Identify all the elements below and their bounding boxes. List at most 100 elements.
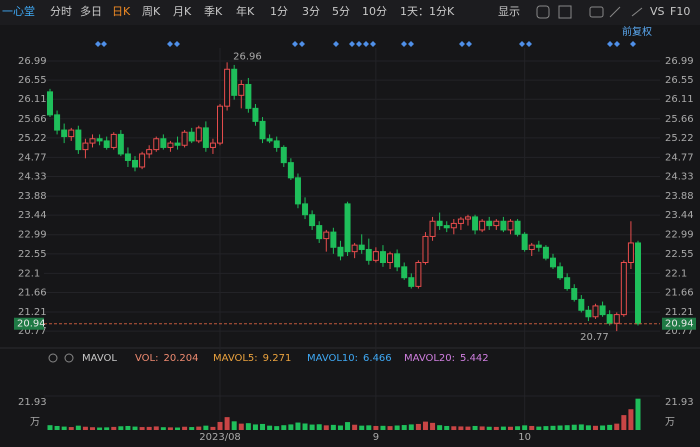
last-price-tag-right xyxy=(662,317,696,330)
zoom-icon[interactable] xyxy=(631,7,643,17)
volume-bar xyxy=(366,425,372,430)
candle-body xyxy=(302,203,309,216)
last-price-label-right: 20.94 xyxy=(665,319,694,330)
candle-body xyxy=(521,233,528,250)
legend-value: 5.442 xyxy=(460,353,489,364)
tabs: 分时 多日 日K 周K 月K 季K 年K 1分 3分 5分 10分 1天：1分K xyxy=(50,4,455,18)
tab[interactable]: 1分 xyxy=(270,5,288,18)
candle-body xyxy=(549,257,556,268)
legend-label: MAVOL5: xyxy=(213,353,258,364)
volume-bar xyxy=(267,425,273,430)
camera-icon[interactable] xyxy=(589,6,604,18)
candle-body xyxy=(224,68,231,107)
window-icon[interactable] xyxy=(558,5,572,19)
tab[interactable]: 5分 xyxy=(332,5,350,18)
candle-body xyxy=(599,305,606,316)
tab[interactable]: 周K xyxy=(142,5,161,18)
volume-bar xyxy=(571,424,577,430)
y-tick-label: 22.55 xyxy=(18,249,47,260)
candle-body xyxy=(273,140,280,148)
tab[interactable]: 3分 xyxy=(302,5,320,18)
volume-bar xyxy=(635,398,641,430)
y-tick-label-right: 21.21 xyxy=(665,307,694,318)
legend-value: 9.271 xyxy=(263,353,292,364)
event-markers xyxy=(95,41,636,47)
candle-body xyxy=(195,127,202,142)
settings-icon[interactable] xyxy=(536,5,550,19)
candle-body xyxy=(146,149,153,155)
volume-bar xyxy=(557,425,563,430)
volume-bar xyxy=(281,425,287,430)
draw-icon[interactable] xyxy=(609,6,621,18)
volume-bar xyxy=(189,427,195,430)
candle-body xyxy=(408,277,415,287)
candle-body xyxy=(464,216,471,220)
display-button[interactable]: 显示 xyxy=(498,5,520,18)
vs-button[interactable]: VS xyxy=(650,5,665,18)
candle-body xyxy=(429,220,436,237)
candle-body xyxy=(450,222,457,229)
volume-bar xyxy=(550,425,556,430)
tab[interactable]: 季K xyxy=(204,5,223,18)
stock-name[interactable]: 一心堂 xyxy=(2,5,35,18)
candle-body xyxy=(422,235,429,264)
legend-label: MAVOL20: xyxy=(404,353,455,364)
candle-body xyxy=(231,68,238,96)
indicator-settings[interactable] xyxy=(48,353,58,363)
candle-body xyxy=(493,220,500,227)
y-tick-label-right: 25.66 xyxy=(665,114,694,125)
candle-body xyxy=(117,133,124,155)
candle-body xyxy=(110,133,117,148)
candle-body xyxy=(372,251,379,261)
legend-value: 6.466 xyxy=(363,353,392,364)
candle-body xyxy=(167,142,174,148)
volume-bar xyxy=(380,425,386,430)
y-tick-label: 25.22 xyxy=(18,133,47,144)
volume-bar xyxy=(515,426,521,430)
f10-button[interactable]: F10 xyxy=(670,5,690,18)
tab[interactable]: 分时 xyxy=(50,5,72,18)
candle-body xyxy=(514,220,521,235)
volume-bar xyxy=(543,426,549,430)
y-tick-label-right: 22.55 xyxy=(665,249,694,260)
volume-bar xyxy=(196,426,202,430)
tab[interactable]: 日K xyxy=(112,5,131,18)
volume-bar xyxy=(479,426,485,430)
last-price-tag xyxy=(14,317,44,330)
tab[interactable]: 月K xyxy=(173,5,192,18)
volume-bar xyxy=(408,424,414,430)
volume-bar xyxy=(309,424,315,430)
candle-body xyxy=(436,220,443,227)
volume-bar xyxy=(68,427,74,430)
y-tick-label: 26.55 xyxy=(18,75,47,86)
tab[interactable]: 年K xyxy=(236,4,255,18)
volume-bar xyxy=(167,427,173,430)
candle-body xyxy=(585,309,592,318)
y-tick-label: 26.11 xyxy=(18,94,47,105)
x-tick-label: 9 xyxy=(373,432,379,443)
candle-body xyxy=(387,253,394,264)
candle-body xyxy=(280,146,287,164)
min-label: 20.77 xyxy=(580,332,609,343)
y-tick-label-right: 24.33 xyxy=(665,172,694,183)
candle-body xyxy=(174,142,181,146)
volume-bar xyxy=(302,423,308,430)
volume-bar xyxy=(507,426,513,430)
tab[interactable]: 多日 xyxy=(80,4,102,18)
indicator-help[interactable] xyxy=(64,353,74,363)
candle-body xyxy=(294,177,301,205)
candle-body xyxy=(252,107,259,122)
y-tick-label: 21.66 xyxy=(18,287,47,298)
candle-body xyxy=(571,288,578,300)
volume-bar xyxy=(260,423,266,430)
tab[interactable]: 1天：1分K xyxy=(400,5,455,18)
candle-body xyxy=(75,129,82,151)
tab[interactable]: 10分 xyxy=(362,5,387,18)
candle-body xyxy=(82,142,89,151)
candle-body xyxy=(542,246,549,259)
volume-bar xyxy=(451,426,457,430)
volume-bar xyxy=(217,421,223,430)
candle-body xyxy=(592,305,599,318)
adjust-button[interactable]: 前复权 xyxy=(622,25,652,38)
volume-bar xyxy=(210,426,216,430)
